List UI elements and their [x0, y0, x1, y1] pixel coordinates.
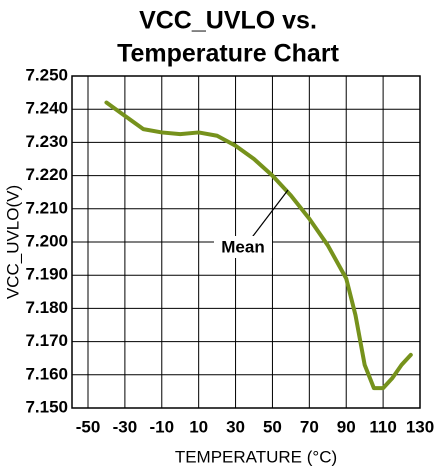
y-tick-label: 7.220: [25, 165, 68, 184]
plot-frame: [71, 75, 421, 409]
x-tick-label: -30: [113, 417, 138, 436]
x-axis-label: TEMPERATURE (°C): [175, 447, 337, 466]
y-tick-label: 7.250: [25, 65, 68, 84]
chart-title: Temperature Chart: [117, 40, 339, 68]
x-tick-label: 130: [406, 417, 434, 436]
y-tick-label: 7.170: [25, 331, 68, 350]
x-tick-label: 70: [300, 417, 319, 436]
line: [104, 100, 413, 391]
annotation-box: [214, 236, 272, 258]
y-tick-label: 7.230: [25, 132, 68, 151]
y-tick-label: 7.200: [25, 231, 68, 250]
x-tick-label: 90: [337, 417, 356, 436]
x-tick-label: 10: [189, 417, 208, 436]
x-tick-label: 30: [226, 417, 245, 436]
annotation-pointer: [249, 189, 289, 241]
y-axis-label: VCC_UVLO(V): [3, 185, 22, 299]
x-tick-label: -10: [149, 417, 174, 436]
y-tick-label: 7.190: [25, 265, 68, 284]
x-tick-label: -50: [76, 417, 101, 436]
y-tick-label: 7.180: [25, 298, 68, 317]
y-tick-label: 7.160: [25, 364, 68, 383]
x-tick-label: 50: [263, 417, 282, 436]
x-tick-label: 110: [369, 417, 396, 436]
annotation: Mean: [221, 237, 264, 256]
chart-title: VCC_UVLO vs.: [139, 7, 317, 35]
y-tick-label: 7.240: [25, 99, 68, 118]
y-tick-label: 7.210: [25, 198, 68, 217]
y-tick-label: 7.150: [25, 397, 68, 416]
